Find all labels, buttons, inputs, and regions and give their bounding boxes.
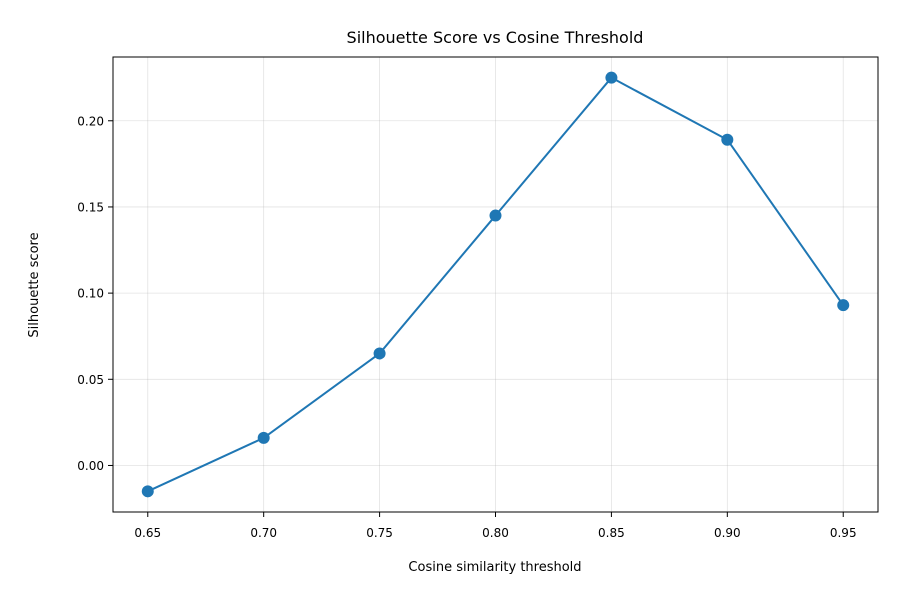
data-point-marker	[837, 299, 850, 312]
data-point-marker	[257, 431, 270, 444]
data-point-marker	[373, 347, 386, 360]
x-tick-label: 0.65	[134, 526, 161, 540]
x-tick-label: 0.70	[250, 526, 277, 540]
x-axis-label: Cosine similarity threshold	[408, 560, 581, 575]
x-tick-label: 0.80	[482, 526, 509, 540]
x-tick-label: 0.75	[366, 526, 393, 540]
y-axis-label: Silhouette score	[27, 232, 42, 337]
y-tick-label: 0.05	[77, 373, 104, 387]
data-point-marker	[141, 485, 154, 498]
y-tick-label: 0.10	[77, 287, 104, 301]
grid	[113, 57, 878, 512]
y-tick-label: 0.15	[77, 200, 104, 214]
data-point-marker	[489, 209, 502, 222]
chart-title: Silhouette Score vs Cosine Threshold	[347, 28, 644, 47]
y-axis-ticks: 0.00 0.05 0.10 0.15 0.20	[77, 114, 113, 473]
series-layer	[141, 71, 850, 498]
x-tick-label: 0.90	[714, 526, 741, 540]
x-tick-label: 0.85	[598, 526, 625, 540]
data-point-marker	[721, 133, 734, 146]
data-point-marker	[605, 71, 618, 84]
x-axis-ticks: 0.65 0.70 0.75 0.80 0.85 0.90 0.95	[134, 512, 857, 540]
y-tick-label: 0.00	[77, 459, 104, 473]
x-tick-label: 0.95	[830, 526, 857, 540]
y-tick-label: 0.20	[77, 114, 104, 128]
